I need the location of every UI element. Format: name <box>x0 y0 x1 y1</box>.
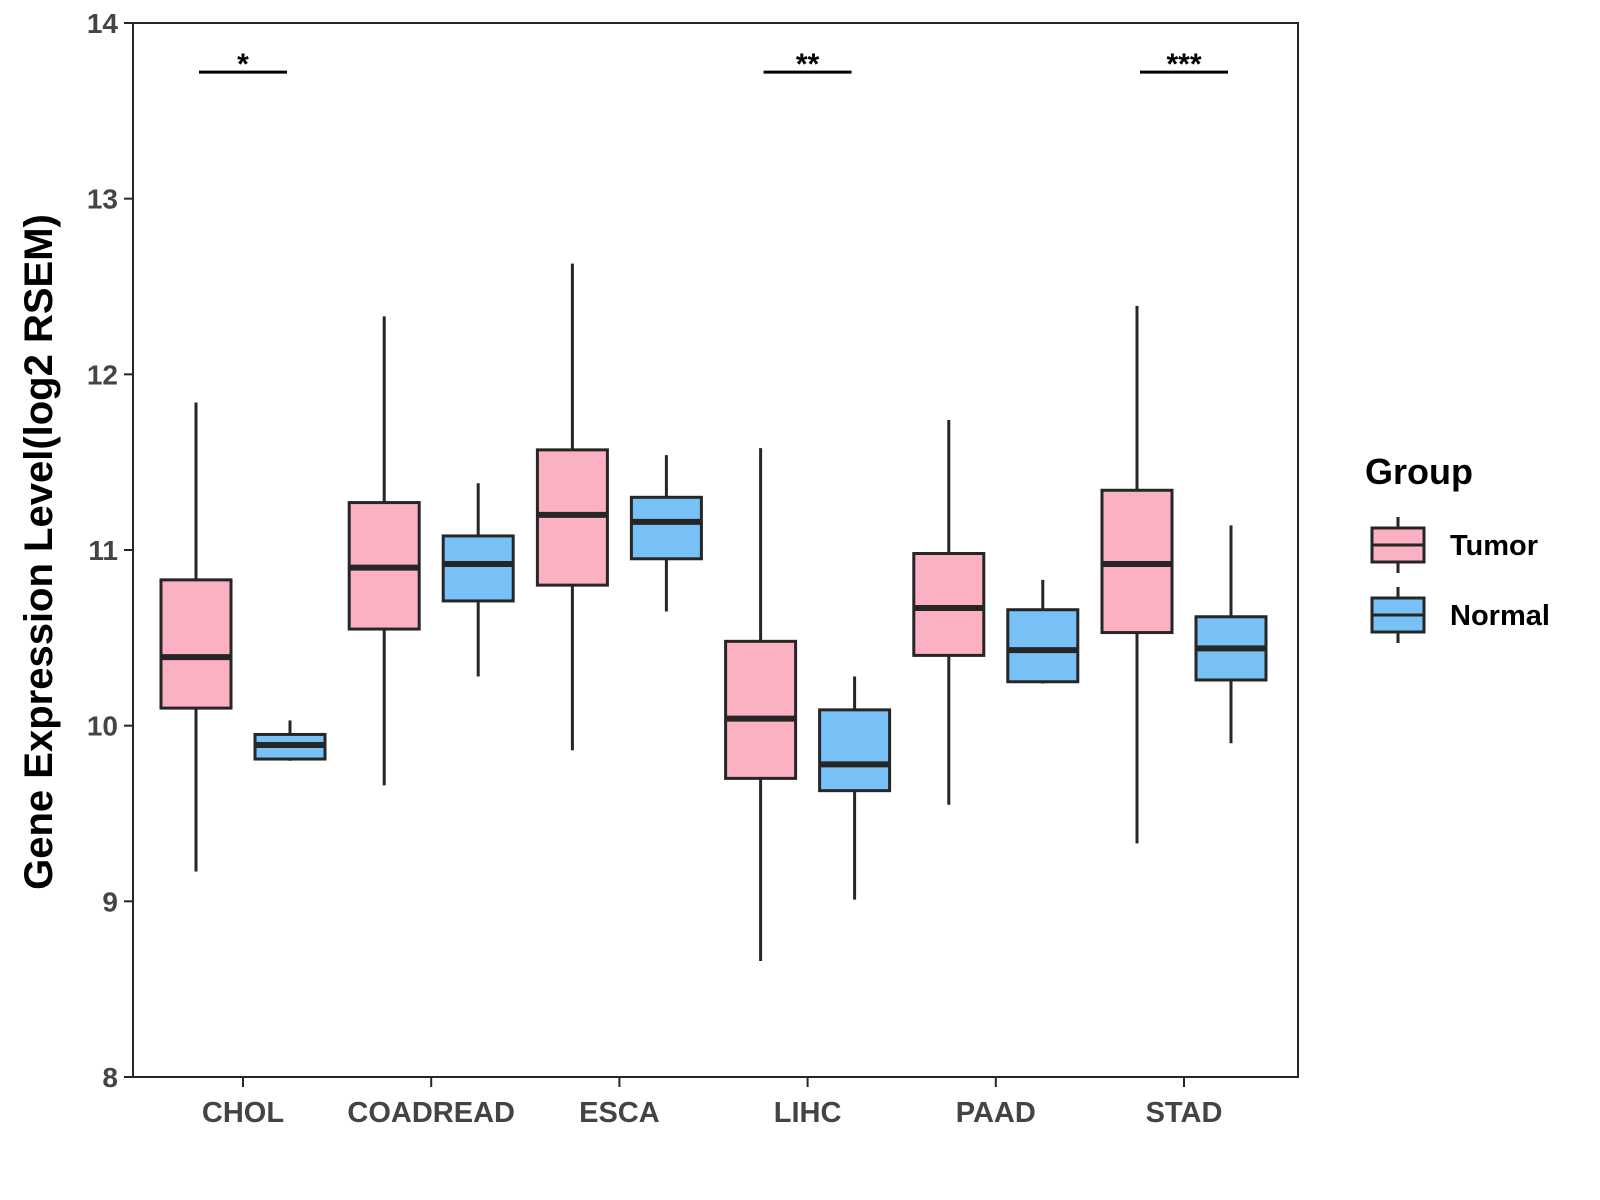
box-tumor-coadread <box>347 316 421 786</box>
box-tumor-stad <box>1100 305 1174 844</box>
x-tick-label: CHOL <box>202 1097 284 1129</box>
y-tick-label: 12 <box>87 359 118 390</box>
x-tick-label: ESCA <box>579 1097 660 1129</box>
legend: Group Tumor Normal <box>1365 451 1550 643</box>
plot-area: * ** *** <box>159 48 1268 962</box>
box-tumor-paad <box>912 420 986 805</box>
significance-label: * <box>237 48 249 81</box>
y-tick-label: 8 <box>102 1062 118 1093</box>
legend-label-normal: Normal <box>1450 600 1550 632</box>
box-body <box>1006 608 1080 684</box>
box-body <box>629 495 703 561</box>
y-tick-label: 14 <box>87 8 119 39</box>
y-axis-title: Gene Expression Level(log2 RSEM) <box>17 214 61 890</box>
legend-title: Group <box>1365 451 1473 492</box>
legend-label-tumor: Tumor <box>1450 530 1538 562</box>
y-tick-label: 10 <box>87 711 118 742</box>
y-tick-label: 13 <box>87 184 118 215</box>
box-normal-paad <box>1006 579 1080 684</box>
box-body <box>724 639 798 780</box>
box-normal-stad <box>1194 525 1268 744</box>
box-body <box>441 534 515 603</box>
box-body <box>912 552 986 657</box>
x-tick-label: COADREAD <box>347 1097 515 1129</box>
x-tick-label: LIHC <box>774 1097 842 1129</box>
box-normal-chol <box>253 720 327 761</box>
box-normal-esca <box>629 455 703 612</box>
x-tick-label: PAAD <box>956 1097 1036 1129</box>
box-tumor-esca <box>535 263 609 751</box>
box-tumor-chol <box>159 402 233 872</box>
box-tumor-lihc <box>724 448 798 962</box>
significance-label: *** <box>1166 48 1201 81</box>
y-tick-label: 9 <box>102 886 118 917</box>
box-body <box>818 708 892 793</box>
axes: 8 9 10 11 12 13 14 CHOL COADREAD ESCA LIHC PAAD STAD <box>87 8 1299 1129</box>
box-normal-lihc <box>818 676 892 900</box>
y-tick-label: 11 <box>88 535 118 566</box>
x-tick-label: STAD <box>1146 1097 1223 1129</box>
significance-label: ** <box>796 48 820 81</box>
box-normal-coadread <box>441 483 515 677</box>
box-body <box>159 578 233 710</box>
